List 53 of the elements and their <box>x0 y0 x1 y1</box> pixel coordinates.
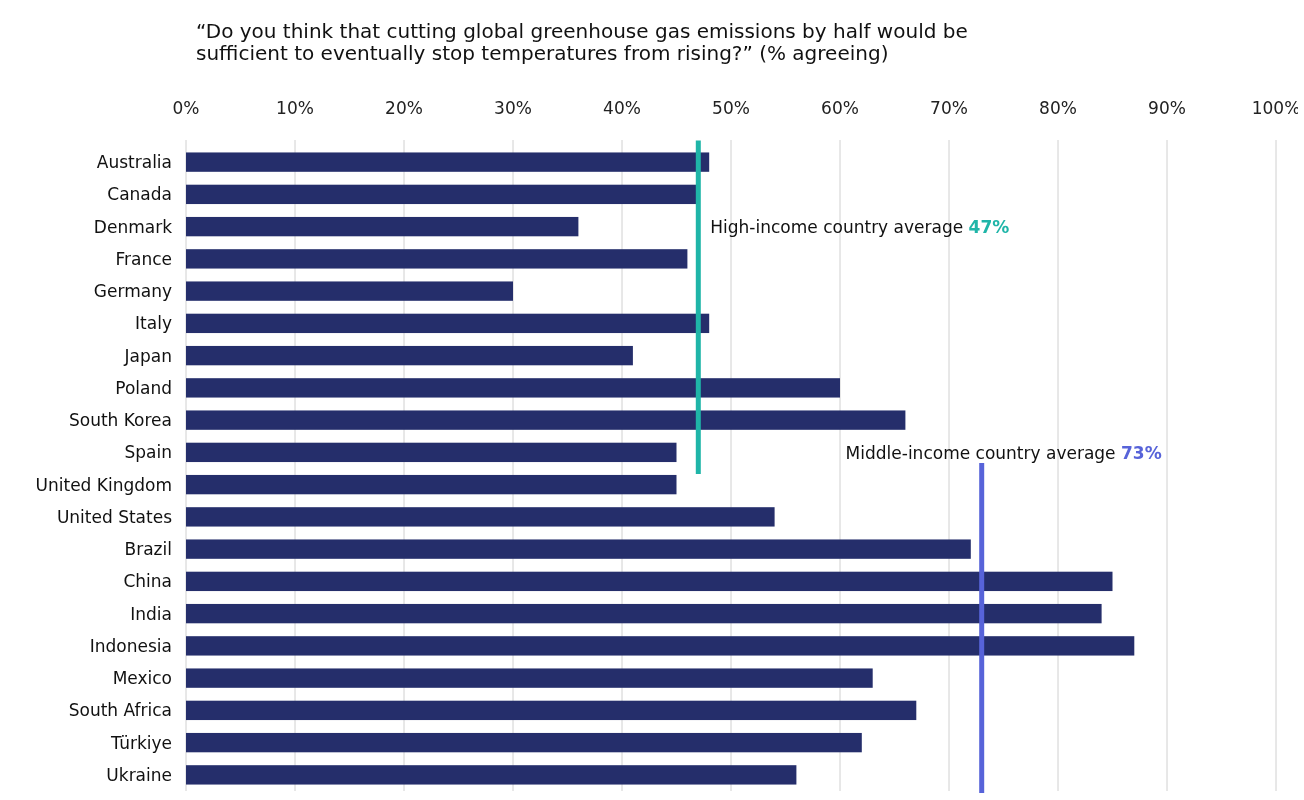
x-tick-label: 10% <box>276 98 314 118</box>
bar <box>186 216 579 237</box>
y-tick-label: South Africa <box>68 700 172 721</box>
y-tick-label: Indonesia <box>89 635 172 656</box>
bar <box>186 507 775 527</box>
x-tick-label: 40% <box>603 98 641 118</box>
bar <box>186 603 1102 624</box>
y-tick-label: United States <box>56 506 173 527</box>
y-tick-label: South Korea <box>68 410 172 431</box>
chart-title: “Do you think that cutting global greenhouse gas emissions by half would be sufficient to eventually stop temperatures from rising?” (% agreeing) <box>196 19 968 65</box>
y-tick-label: India <box>130 603 172 624</box>
y-tick-label: Italy <box>135 313 172 334</box>
bar <box>186 410 906 430</box>
x-tick-label: 90% <box>1148 98 1186 118</box>
y-tick-label: Türkiye <box>110 732 172 753</box>
y-tick-label: Germany <box>93 281 172 302</box>
x-tick-label: 30% <box>494 98 532 118</box>
bar <box>186 668 873 688</box>
y-tick-label: China <box>123 571 172 592</box>
bar <box>186 442 677 463</box>
bar <box>186 152 710 172</box>
y-tick-label: Ukraine <box>106 764 172 785</box>
x-tick-label: 0% <box>172 98 200 118</box>
y-tick-label: Japan <box>123 345 172 366</box>
bar <box>186 571 1113 592</box>
y-tick-label: Australia <box>96 152 172 173</box>
bar <box>186 184 699 205</box>
x-tick-label: 50% <box>712 98 750 118</box>
bar <box>186 474 677 495</box>
x-tick-label: 20% <box>385 98 423 118</box>
y-tick-label: Brazil <box>124 539 172 560</box>
bar <box>186 378 840 398</box>
y-tick-label: Poland <box>115 377 172 398</box>
x-tick-label: 80% <box>1039 98 1077 118</box>
ref-line-label: High-income country average 47% <box>710 216 1010 237</box>
bar <box>186 313 710 334</box>
bar <box>186 732 862 753</box>
y-tick-label: France <box>115 248 172 269</box>
y-tick-label: United Kingdom <box>35 474 172 495</box>
bar <box>186 539 971 559</box>
y-tick-label: Denmark <box>93 216 173 237</box>
y-tick-label: Canada <box>107 184 172 205</box>
bar <box>186 636 1135 656</box>
ref-line-label: Middle-income country average 73% <box>845 442 1162 463</box>
bar <box>186 281 513 301</box>
x-tick-label: 60% <box>821 98 859 118</box>
y-tick-label: Spain <box>124 442 172 463</box>
bar <box>186 345 633 366</box>
y-tick-label: Mexico <box>112 668 172 689</box>
bar <box>186 700 917 721</box>
bar <box>186 765 797 785</box>
bar <box>186 249 688 269</box>
x-tick-label: 70% <box>930 98 968 118</box>
